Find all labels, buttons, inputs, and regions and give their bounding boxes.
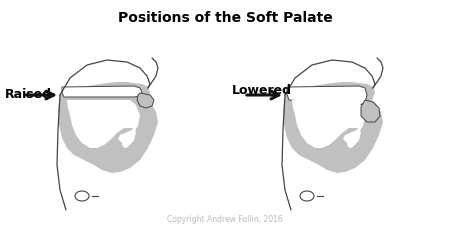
Text: Lowered: Lowered bbox=[232, 83, 292, 97]
Ellipse shape bbox=[347, 136, 355, 148]
Polygon shape bbox=[58, 82, 158, 173]
Text: Positions of the Soft Palate: Positions of the Soft Palate bbox=[117, 11, 333, 25]
Polygon shape bbox=[343, 125, 361, 144]
Polygon shape bbox=[118, 125, 136, 144]
Polygon shape bbox=[361, 100, 380, 122]
Polygon shape bbox=[67, 100, 140, 148]
Text: Raised: Raised bbox=[5, 89, 52, 102]
Polygon shape bbox=[62, 86, 142, 97]
Polygon shape bbox=[283, 82, 383, 173]
Ellipse shape bbox=[300, 191, 314, 201]
Ellipse shape bbox=[122, 136, 130, 148]
Polygon shape bbox=[137, 93, 154, 108]
Ellipse shape bbox=[75, 191, 89, 201]
Text: Copyright Andrew Follin, 2016: Copyright Andrew Follin, 2016 bbox=[167, 215, 283, 224]
Polygon shape bbox=[287, 86, 367, 105]
Polygon shape bbox=[292, 100, 365, 148]
